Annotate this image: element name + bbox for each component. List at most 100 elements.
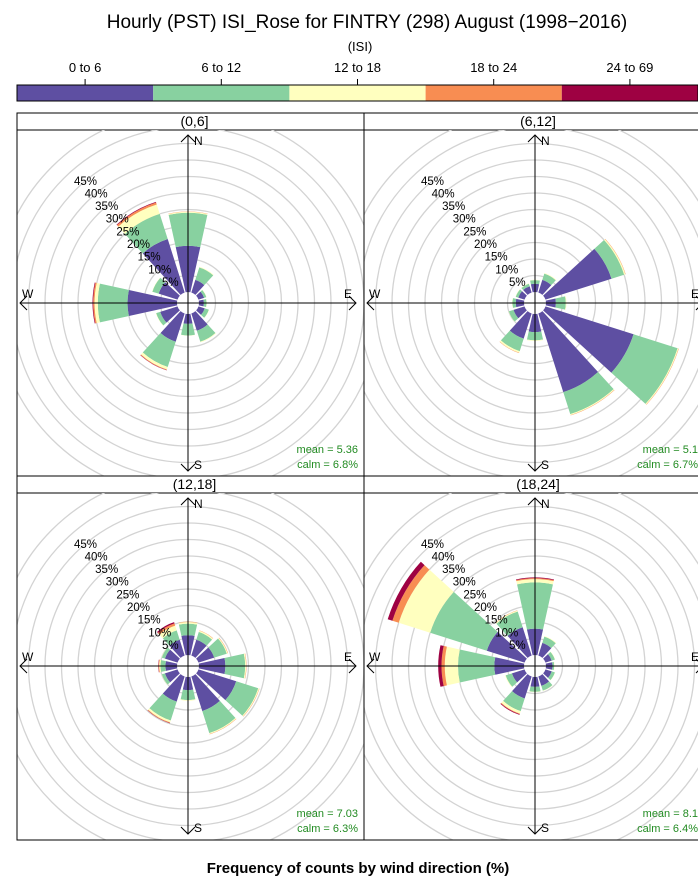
- ring-label: 25%: [463, 226, 486, 238]
- rose-sector-segment: [496, 611, 523, 636]
- ring-label: 20%: [474, 602, 497, 614]
- axis-arrow: [180, 497, 196, 506]
- rose-sector-segment: [398, 569, 454, 633]
- footer-caption: Frequency of counts by wind direction (%…: [207, 860, 510, 877]
- rose-sector-segment: [543, 248, 612, 300]
- rose-sector-segment: [521, 283, 529, 289]
- rose-sector-segment: [200, 308, 209, 318]
- rose-sector-segment: [521, 283, 530, 291]
- chart-title: Hourly (PST) ISI_Rose for FINTRY (298) A…: [107, 12, 627, 33]
- ring-label: 45%: [421, 539, 444, 551]
- rose-sector-segment: [157, 623, 176, 635]
- rose-sector-segment: [140, 352, 168, 370]
- ring-label: 30%: [106, 214, 129, 226]
- rose-sector-segment: [168, 211, 208, 214]
- rose-sector-segment: [242, 688, 260, 717]
- rose-sector-segment: [538, 674, 550, 686]
- rose-sector-segment: [161, 674, 168, 685]
- rose-sector-segment: [604, 239, 626, 275]
- axis-arrow: [527, 826, 543, 835]
- rose-sector-segment: [196, 324, 216, 342]
- rose-sector-segment: [516, 578, 554, 582]
- ring-label: 25%: [463, 589, 486, 601]
- rose-sector-segment: [196, 669, 237, 701]
- direction-label-e: E: [691, 650, 698, 664]
- direction-label-s: S: [194, 458, 202, 472]
- panel-frame: [16, 112, 365, 477]
- rose-sector-segment: [160, 306, 180, 323]
- ring-label: 15%: [485, 615, 508, 627]
- rose-sector-segment: [500, 330, 524, 352]
- bin-label: 24 to 69: [606, 60, 653, 75]
- ring-label: 10%: [148, 627, 171, 639]
- rose-sector-segment: [515, 289, 523, 298]
- rose-sector-segment: [501, 700, 521, 714]
- panel-label: (18,24]: [516, 476, 560, 492]
- ring-label: 20%: [127, 239, 150, 251]
- rose-sector-segment: [180, 699, 196, 701]
- direction-label-s: S: [194, 821, 202, 835]
- rose-panel: (6,12] 5%10%15%20%25%30%35%40%45% N E S Wmean…: [363, 112, 698, 477]
- rose-sector-segment: [169, 639, 185, 658]
- ring-label: 5%: [162, 277, 179, 289]
- ring-label: 45%: [74, 176, 97, 188]
- rose-sector-segment: [430, 591, 498, 651]
- rose-sector-segment: [198, 630, 213, 640]
- rose-sector-segment: [563, 372, 614, 415]
- rose-sector-segment: [515, 577, 555, 581]
- axis-arrow: [19, 658, 28, 674]
- rose-sector-segment: [499, 340, 520, 353]
- axis-arrow: [180, 463, 196, 472]
- rose-sector-segment: [156, 311, 167, 326]
- rose-sector-segment: [543, 654, 552, 663]
- direction-label-w: W: [369, 287, 381, 301]
- mean-label: mean = 5.36: [297, 444, 358, 456]
- bin-swatch: [425, 85, 562, 101]
- rose-sector-segment: [93, 282, 97, 324]
- rose-sector-segment: [196, 306, 205, 315]
- rose-sector-segment: [202, 289, 207, 298]
- rose-sector-segment: [512, 298, 513, 308]
- rose-sector-segment: [486, 631, 527, 663]
- axis-arrow: [180, 134, 196, 143]
- rose-sector-segment: [149, 693, 177, 721]
- rose-sector-segment: [243, 653, 247, 679]
- axis-arrow: [527, 497, 543, 506]
- direction-label-e: E: [691, 287, 698, 301]
- rose-sector-segment: [178, 621, 198, 624]
- bin-label: 18 to 24: [470, 60, 517, 75]
- direction-label-n: N: [194, 497, 203, 511]
- rose-sector-segment: [544, 273, 557, 281]
- rose-sector-segment: [512, 674, 532, 699]
- rose-sector-segment: [204, 309, 210, 318]
- ring-label: 25%: [116, 226, 139, 238]
- rose-sector-segment: [500, 703, 520, 715]
- ring-label: 10%: [495, 264, 518, 276]
- bin-label: 0 to 6: [69, 60, 102, 75]
- rose-sector-segment: [542, 685, 553, 691]
- rose-sector-segment: [500, 702, 520, 715]
- ring-label: 15%: [485, 252, 508, 264]
- rose-sector-segment: [162, 630, 180, 646]
- rose-sector-segment: [200, 290, 207, 298]
- rose-sector-segment: [158, 659, 160, 673]
- rose-sector-segment: [159, 625, 177, 639]
- ring-label: 35%: [442, 564, 465, 576]
- rose-sector-segment: [507, 627, 532, 658]
- axis-arrow: [366, 658, 375, 674]
- rose-sector-segment: [530, 279, 540, 281]
- rose-sector-segment: [244, 653, 247, 679]
- rose-panel: (18,24] 5%10%15%20%25%30%35%40%45% N E S Wmea…: [363, 475, 698, 841]
- ring-label: 40%: [432, 551, 455, 563]
- bin-swatch: [289, 85, 426, 101]
- direction-label-s: S: [541, 458, 549, 472]
- rose-sector-segment: [543, 669, 552, 678]
- ring-label: 30%: [106, 577, 129, 589]
- rose-sector-segment: [196, 631, 213, 646]
- ring-label: 45%: [421, 176, 444, 188]
- panel-frame: [363, 475, 698, 841]
- rose-sector-segment: [523, 286, 532, 295]
- rose-sector-segment: [200, 333, 216, 343]
